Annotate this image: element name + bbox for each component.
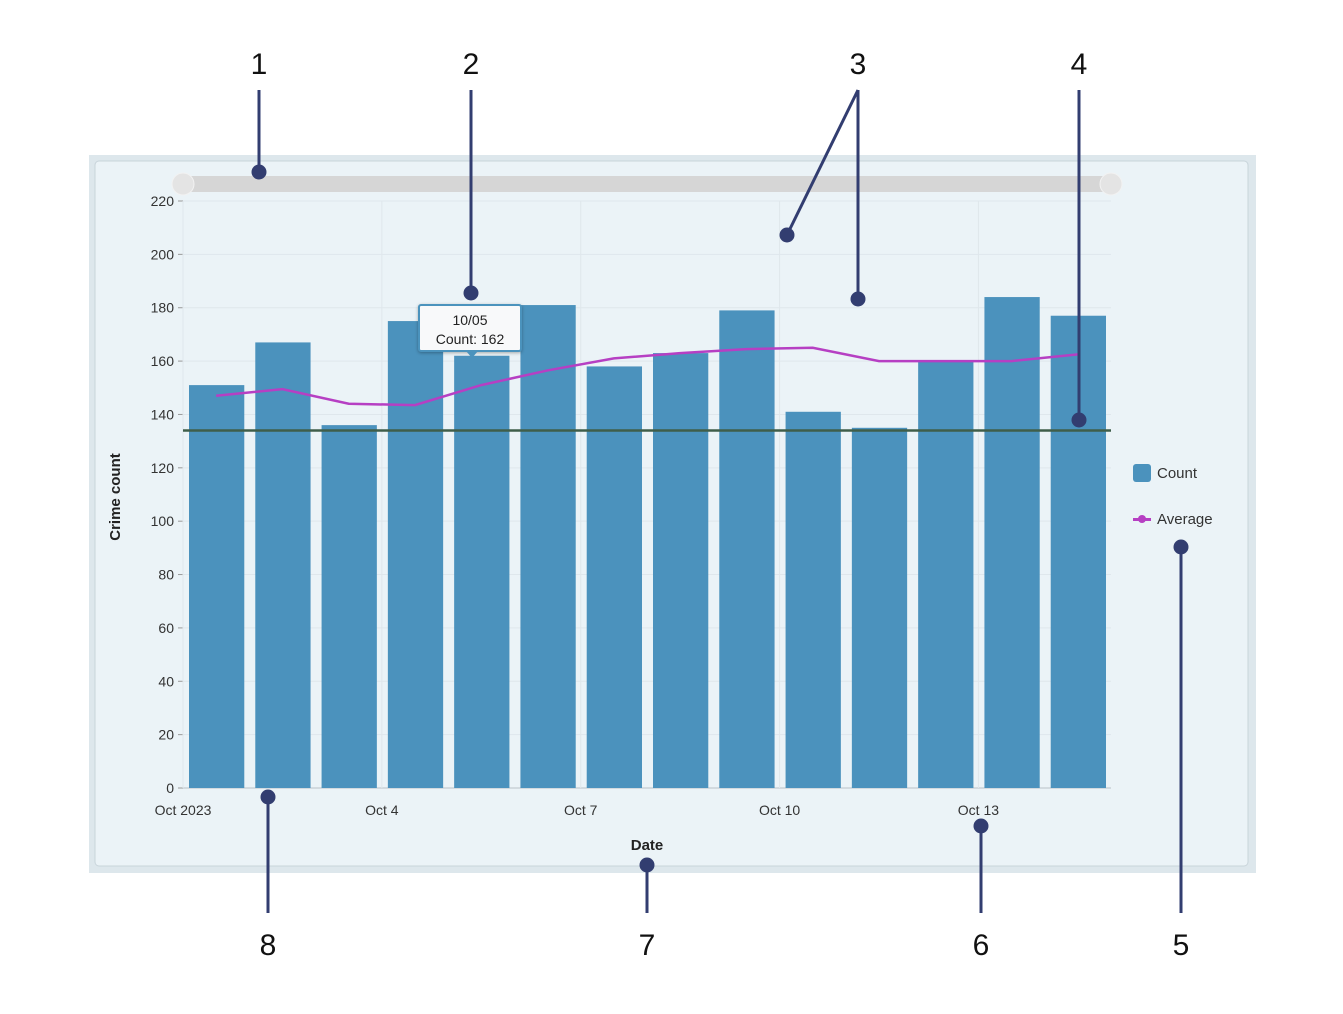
x-tick-label: Oct 13	[958, 802, 999, 818]
y-tick-label: 100	[151, 513, 175, 529]
x-tick-label: Oct 7	[564, 802, 598, 818]
callout-dot	[779, 227, 795, 243]
legend-item-average[interactable]: Average	[1133, 510, 1213, 528]
bar-10/13[interactable]	[984, 297, 1040, 788]
bar-swatch-icon	[1133, 464, 1151, 482]
callout-leader-line	[785, 89, 860, 236]
bar-10/03[interactable]	[321, 425, 377, 788]
tooltip-text: Count: 162	[435, 331, 505, 347]
y-tick-label: 40	[158, 673, 174, 689]
callout-dot	[260, 789, 276, 805]
bar-10/11[interactable]	[851, 427, 908, 788]
callout-dot	[850, 291, 866, 307]
callout-number: 5	[1173, 929, 1190, 962]
bar-10/06[interactable]	[520, 305, 576, 788]
range-slider-right-handle[interactable]	[1099, 172, 1123, 196]
callout-dot	[639, 857, 655, 873]
x-tick-label: Oct 4	[365, 802, 399, 818]
callout-dot	[463, 285, 479, 301]
legend-item-count[interactable]: Count	[1133, 464, 1197, 482]
bar-10/05[interactable]	[454, 355, 510, 788]
callout-dot	[251, 164, 267, 180]
bar-10/09[interactable]	[719, 310, 775, 788]
x-axis-label: Date	[631, 837, 664, 854]
callout-number: 3	[850, 48, 867, 81]
callout-dot	[1173, 539, 1189, 555]
x-tick-label: Oct 10	[759, 802, 800, 818]
callout-number: 6	[973, 929, 990, 962]
range-slider-track[interactable]	[183, 176, 1111, 192]
range-slider-left-handle[interactable]	[171, 172, 195, 196]
y-tick-label: 120	[151, 460, 175, 476]
callout-number: 7	[639, 929, 656, 962]
tooltip: 10/05 Count: 162	[418, 304, 522, 358]
tooltip-title: 10/05	[452, 312, 488, 328]
y-tick-label: 160	[151, 353, 175, 369]
bar-10/04[interactable]	[387, 321, 444, 788]
y-tick-label: 20	[158, 727, 174, 743]
legend-label: Count	[1157, 464, 1198, 482]
bar-10/01[interactable]	[189, 385, 245, 788]
callout-number: 8	[260, 929, 277, 962]
y-tick-label: 180	[151, 300, 175, 316]
legend-label: Average	[1157, 510, 1213, 528]
bar-10/07[interactable]	[586, 366, 642, 788]
y-axis-label: Crime count	[107, 453, 124, 541]
x-tick-label: Oct 2023	[155, 802, 212, 818]
y-tick-label: 80	[158, 567, 174, 583]
callout-dot	[973, 818, 989, 834]
y-tick-label: 200	[151, 246, 175, 262]
bar-10/02[interactable]	[255, 342, 311, 788]
bar-10/12[interactable]	[918, 361, 974, 788]
y-tick-label: 60	[158, 620, 174, 636]
y-tick-label: 220	[151, 193, 175, 209]
callout-dot	[1071, 412, 1087, 428]
y-tick-label: 140	[151, 406, 175, 422]
callout-number: 4	[1071, 48, 1088, 81]
callout-number: 1	[251, 48, 268, 81]
y-tick-label: 0	[166, 780, 174, 796]
bar-10/10[interactable]	[785, 411, 841, 788]
bar-10/08[interactable]	[653, 353, 709, 788]
average-line[interactable]	[216, 346, 1078, 407]
line-marker-icon	[1133, 510, 1151, 528]
callout-number: 2	[463, 48, 480, 81]
